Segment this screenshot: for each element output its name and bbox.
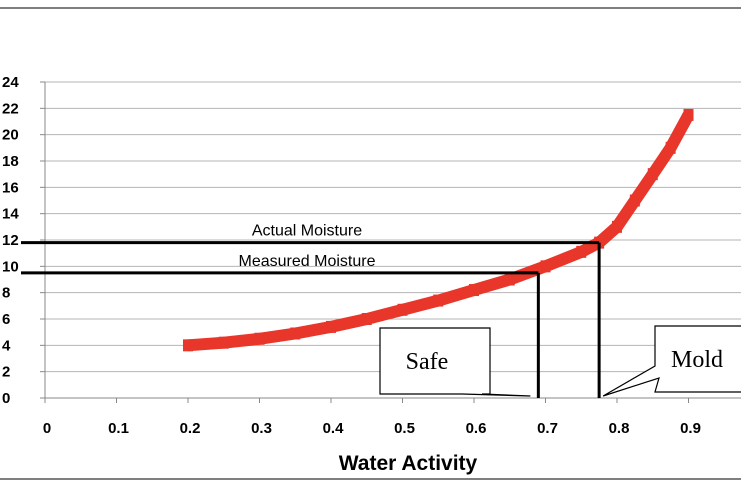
- data-point: [612, 220, 622, 233]
- data-point: [397, 303, 408, 316]
- y-tick-label: 4: [2, 337, 11, 354]
- data-point: [290, 327, 301, 340]
- data-point: [183, 339, 193, 352]
- x-tick-label: 0.5: [394, 420, 415, 437]
- x-tick-label: 0: [43, 420, 51, 437]
- data-point: [254, 332, 265, 345]
- callout-box: [602, 325, 741, 397]
- x-tick-label: 0.4: [323, 420, 345, 437]
- x-tick-label: 0.3: [251, 420, 272, 437]
- data-point: [433, 294, 444, 307]
- data-point: [469, 284, 479, 297]
- data-point: [665, 141, 676, 154]
- y-tick-label: 2: [2, 364, 10, 381]
- y-tick-label: 12: [2, 232, 19, 249]
- data-point: [504, 273, 515, 286]
- data-point: [218, 336, 229, 349]
- x-tick-label: 0.9: [680, 420, 701, 437]
- callout-label: Mold: [671, 347, 723, 373]
- labels: Actual Moisture Measured Moisture: [239, 223, 376, 270]
- callout-label: Safe: [406, 349, 449, 375]
- x-tick-label: 0.2: [180, 420, 201, 437]
- data-point: [576, 245, 587, 258]
- data-point: [326, 320, 336, 333]
- y-tick-label: 14: [2, 206, 19, 223]
- data-point: [683, 108, 694, 121]
- callouts: Safe Mold: [379, 325, 741, 397]
- y-tick-label: 22: [2, 100, 19, 117]
- x-tick-label: 0.6: [466, 420, 487, 437]
- grid: [45, 81, 741, 373]
- x-axis-title: Water Activity: [339, 452, 478, 475]
- y-tick-label: 24: [2, 74, 19, 91]
- data-point: [361, 313, 372, 325]
- callout-box: [379, 327, 531, 397]
- reference-line-label: Measured Moisture: [239, 253, 376, 270]
- series: [183, 108, 694, 352]
- data-point: [629, 194, 640, 207]
- x-tick-label: 0.7: [537, 420, 558, 437]
- y-tick-label: 16: [2, 179, 19, 196]
- y-tick-label: 0: [2, 390, 10, 407]
- x-tick-label: 0.1: [108, 420, 129, 437]
- y-tick-label: 20: [2, 127, 19, 144]
- data-point: [647, 168, 658, 181]
- x-tick-label: 0.8: [609, 420, 630, 437]
- y-tick-label: 8: [2, 285, 10, 302]
- reference-line-label: Actual Moisture: [252, 223, 362, 240]
- chart-frame: [0, 7, 741, 480]
- y-tick-label: 18: [2, 153, 19, 170]
- y-tick-label: 10: [2, 258, 19, 275]
- y-tick-label: 6: [2, 311, 10, 328]
- reference-lines: [21, 241, 601, 398]
- data-point: [540, 260, 551, 273]
